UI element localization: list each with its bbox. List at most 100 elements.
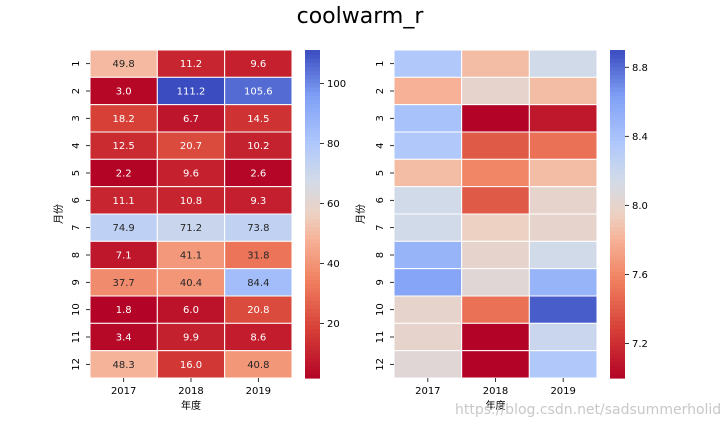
colorbar-segment [305, 308, 320, 313]
colorbar-segment [610, 222, 625, 227]
y-tick-label: 4 [375, 142, 386, 148]
colorbar-segment [610, 140, 625, 145]
cell-value-label: 14.5 [247, 114, 269, 125]
heatmap-cell [528, 295, 598, 324]
colorbar-segment [610, 267, 625, 272]
heatmap-cell [224, 131, 293, 160]
colorbar-segment [610, 132, 625, 137]
cell-value-label: 9.6 [250, 59, 266, 70]
colorbar-segment [610, 152, 625, 158]
y-tick-label: 11 [71, 331, 82, 344]
colorbar-segment [305, 218, 320, 223]
heatmap-cell [461, 186, 530, 215]
heatmap-cell [461, 295, 530, 324]
colorbar-segment [305, 193, 320, 199]
cell-value-label: 6.7 [183, 114, 199, 125]
colorbar-segment [610, 82, 625, 88]
colorbar-segment [610, 287, 625, 293]
y-tick-label: 4 [71, 142, 82, 148]
colorbar-segment [305, 152, 320, 158]
colorbar-segment [610, 316, 625, 322]
colorbar-segment [305, 250, 320, 256]
colorbar-segment [305, 140, 320, 145]
y-tick-label: 1 [375, 60, 386, 66]
colorbar-segment [305, 275, 320, 281]
y-tick-label: 10 [71, 303, 82, 316]
colorbar-segment [305, 119, 320, 125]
colorbar-segment [610, 275, 625, 281]
colorbar-segment [610, 337, 625, 342]
colorbar-segment [610, 70, 625, 76]
colorbar-segment [610, 58, 625, 63]
colorbar-segment [610, 189, 625, 195]
colorbar-segment [610, 78, 625, 84]
heatmap-cell [156, 213, 226, 242]
colorbar-segment [610, 103, 625, 108]
heatmap-cell [461, 158, 530, 188]
colorbar-segment [610, 308, 625, 313]
colorbar-segment [610, 74, 625, 80]
y-tick-label: 1 [71, 60, 82, 66]
colorbar-segment [305, 214, 320, 219]
watermark: https://blog.csdn.net/sadsummerholiday [455, 402, 720, 418]
heatmap-cell [224, 213, 293, 242]
colorbar-segment [305, 54, 320, 59]
colorbar-segment [305, 238, 320, 244]
colorbar-segment [305, 58, 320, 63]
colorbar-segment [305, 353, 320, 359]
colorbar-segment [305, 91, 320, 96]
cell-value-label: 3.4 [116, 333, 132, 344]
colorbar-segment [305, 144, 320, 149]
heatmap-cell [224, 322, 293, 352]
colorbar-segment [610, 341, 625, 346]
cell-value-label: 16.0 [180, 360, 202, 371]
colorbar-segment [305, 70, 320, 76]
heatmap-cell [224, 240, 293, 270]
colorbar-segment [305, 312, 320, 318]
colorbar-segment [610, 218, 625, 223]
y-tick-label: 8 [375, 252, 386, 258]
colorbar-segment [610, 91, 625, 96]
colorbar-segment [305, 111, 320, 117]
x-tick-label: 2017 [111, 386, 136, 397]
heatmap-cell [528, 213, 598, 242]
cell-value-label: 71.2 [180, 223, 202, 234]
colorbar-segment [305, 181, 320, 186]
heatmap-cell [528, 131, 598, 160]
heatmap-cell [528, 76, 598, 106]
cell-value-label: 40.4 [180, 278, 202, 289]
heatmap-cell [89, 295, 158, 324]
colorbar-segment [610, 259, 625, 264]
colorbar-segment [610, 271, 625, 277]
colorbar-segment [610, 115, 625, 121]
colorbar-segment [305, 148, 320, 154]
colorbar-segment [305, 279, 320, 285]
y-tick-label: 3 [375, 115, 386, 121]
cell-value-label: 111.2 [177, 87, 206, 98]
colorbar-segment [610, 373, 625, 379]
colorbar-segment [610, 119, 625, 125]
colorbar-segment [610, 50, 625, 55]
cell-value-label: 1.8 [116, 305, 132, 316]
heatmap-cell [224, 76, 293, 106]
colorbar-segment [610, 349, 625, 354]
colorbar-tick-label: 100 [327, 79, 346, 90]
y-tick-label: 12 [71, 358, 82, 371]
colorbar-segment [305, 365, 320, 371]
heatmap-cell [528, 158, 598, 188]
heatmap-cell [156, 158, 226, 188]
cell-value-label: 7.1 [116, 251, 132, 262]
heatmap-cell [528, 104, 598, 133]
colorbar-segment [610, 197, 625, 203]
colorbar-segment [305, 349, 320, 354]
colorbar-tick-label: 60 [327, 199, 340, 210]
heatmap-cell [393, 268, 463, 297]
cell-value-label: 9.3 [250, 196, 266, 207]
colorbar-segment [610, 107, 625, 113]
colorbar-segment [305, 316, 320, 322]
colorbar-segment [610, 62, 625, 67]
colorbar-segment [305, 50, 320, 55]
colorbar-segment [610, 328, 625, 334]
colorbar-segment [610, 185, 625, 190]
